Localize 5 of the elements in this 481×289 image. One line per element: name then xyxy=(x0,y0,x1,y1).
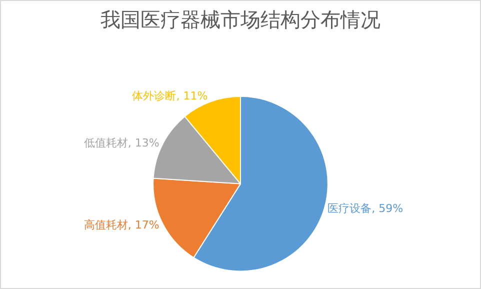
chart-title: 我国医疗器械市场结构分布情况 xyxy=(100,7,380,32)
slice-label: 医疗设备, 59% xyxy=(328,202,404,216)
slice-label: 低值耗材, 13% xyxy=(84,136,160,150)
slice-label: 高值耗材, 17% xyxy=(84,218,160,232)
slice-label: 体外诊断, 11% xyxy=(132,89,208,102)
